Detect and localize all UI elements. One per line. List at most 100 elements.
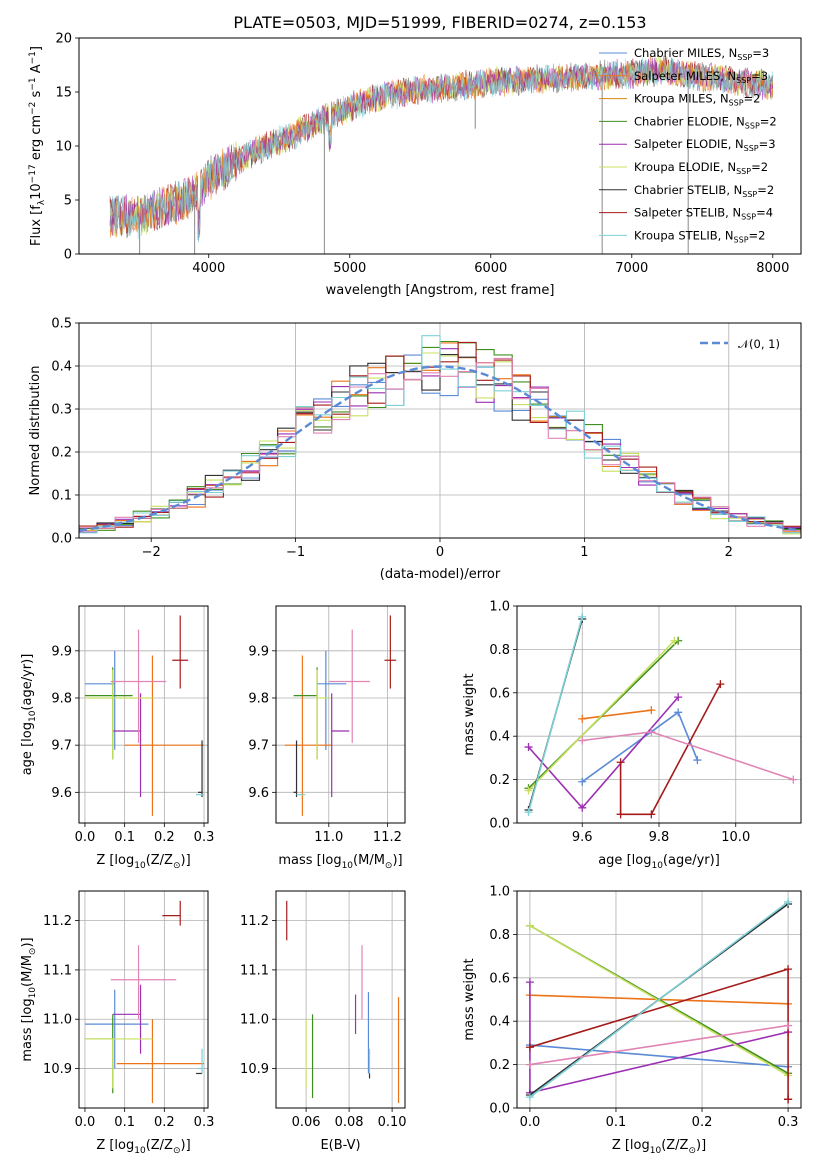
y-tick-label: 0.3 — [51, 403, 72, 418]
label-part: Z [log — [612, 1138, 650, 1153]
y-tick-label: 0.5 — [51, 317, 72, 332]
axes-frame — [516, 605, 802, 824]
legend-sub: SSP — [736, 76, 751, 85]
label-part: mass [log — [278, 853, 341, 868]
axes-frame — [78, 322, 802, 539]
label-part: 10 — [29, 183, 44, 200]
y-tick-label: 11.1 — [43, 963, 72, 978]
label-part: (M/M — [353, 853, 385, 868]
label-part: )] — [392, 853, 402, 868]
legend-sub: SSP — [745, 121, 760, 130]
weight-marker — [578, 803, 587, 812]
y-tick-label: 0.2 — [489, 1058, 510, 1073]
x-tick-label: 0.0 — [75, 830, 96, 845]
x-tick-label: 0.2 — [154, 1115, 175, 1130]
errorbar-point — [172, 615, 189, 689]
weight-line — [527, 616, 583, 813]
label-part: (age/yr)] — [663, 853, 720, 868]
legend-entry: Salpeter ELODIE, NSSP=3 — [634, 137, 776, 153]
errorbar-point — [116, 1019, 205, 1104]
weight-marker — [647, 810, 656, 819]
legend-sub: SSP — [742, 190, 757, 199]
weight-line — [581, 711, 699, 783]
errorbar-point — [110, 629, 167, 743]
errorbar-point — [284, 655, 332, 816]
weight-marker — [674, 693, 683, 702]
errorbar-point — [84, 1038, 153, 1089]
y-axis-label: mass weight — [462, 673, 477, 755]
errorbar-point — [112, 693, 142, 798]
errorbar-point — [328, 629, 370, 743]
axes-frame — [275, 890, 406, 1109]
legend-text: Kroupa ELODIE, N — [634, 160, 736, 174]
x-axis-label: Z [log10(Z/Z⊙)] — [96, 853, 190, 871]
legend-entry: Chabrier ELODIE, NSSP=2 — [634, 114, 777, 130]
errorbar-point — [84, 669, 153, 760]
y-tick-label: 9.7 — [248, 739, 269, 754]
x-tick-label: 0.3 — [194, 830, 215, 845]
weight-line — [527, 640, 675, 792]
errorbar-point — [317, 650, 347, 750]
x-tick-label: 6000 — [474, 261, 507, 276]
x-tick-label: 0.1 — [114, 1115, 135, 1130]
weight-marker — [647, 727, 656, 736]
x-axis-label: (data-model)/error — [380, 567, 501, 582]
x-axis-label: age [log10(age/yr)] — [598, 853, 720, 871]
y-tick-label: 0.6 — [489, 971, 510, 986]
label-part: 10 — [134, 861, 146, 871]
y-tick-label: 0.6 — [489, 686, 510, 701]
label-part: ⊙ — [688, 1146, 696, 1156]
label-part: ⊙ — [173, 861, 181, 871]
label-part: −2 — [28, 102, 38, 115]
errorbar-point — [110, 945, 177, 1020]
y-tick-label: 15 — [55, 86, 72, 101]
x-axis-label: wavelength [Angstrom, rest frame] — [326, 283, 555, 298]
label-part: (Z/Z — [661, 1138, 688, 1153]
y-tick-label: 0.1 — [51, 489, 72, 504]
legend-tail: =3 — [752, 46, 769, 60]
label-part: )] — [696, 1138, 706, 1153]
x-tick-label: 11.0 — [314, 830, 343, 845]
x-tick-label: −1 — [286, 545, 305, 560]
label-part: mass [log — [20, 998, 35, 1061]
weight-line — [529, 901, 789, 1098]
x-tick-label: 2 — [725, 545, 733, 560]
y-tick-label: 10.9 — [240, 1062, 269, 1077]
x-tick-label: 0.0 — [75, 1115, 96, 1130]
legend-tail: =2 — [760, 114, 777, 128]
legend-text: Chabrier MILES, N — [634, 46, 737, 60]
x-tick-label: 0.0 — [520, 1115, 541, 1130]
x-tick-label: 10.0 — [721, 830, 750, 845]
errorbar-point — [331, 693, 350, 798]
y-tick-label: 20 — [55, 32, 72, 47]
errorbar-point — [198, 1048, 203, 1074]
legend-tail: =3 — [759, 137, 776, 151]
legend-entry: Salpeter STELIB, NSSP=4 — [634, 206, 773, 222]
legend-sub: SSP — [737, 53, 752, 62]
y-tick-label: 10.9 — [43, 1062, 72, 1077]
weight-marker — [784, 897, 793, 906]
y-tick-label: 9.7 — [51, 739, 72, 754]
legend-text: Salpeter MILES, N — [634, 69, 736, 83]
weight-lines — [525, 897, 793, 1104]
legend-tail: =4 — [756, 206, 773, 220]
errorbars — [286, 900, 400, 1104]
weight-marker — [789, 775, 798, 784]
x-tick-label: 11.2 — [373, 830, 402, 845]
legend-entry: Salpeter MILES, NSSP=3 — [634, 69, 768, 85]
y-tick-label: 0.4 — [489, 730, 510, 745]
legend-tail: =2 — [744, 92, 761, 106]
y-tick-label: 9.8 — [51, 691, 72, 706]
x-tick-label: 0.10 — [378, 1115, 407, 1130]
histogram-step — [79, 357, 801, 536]
y-tick-label: 0.8 — [489, 928, 510, 943]
axes-frame — [516, 890, 802, 1109]
errorbar-point — [316, 669, 329, 760]
axes-frame — [78, 890, 209, 1109]
legend-sub: SSP — [729, 99, 744, 108]
label-part: Flux [f — [29, 205, 44, 246]
label-part: (age/yr)] — [20, 654, 35, 711]
label-part: ] — [29, 46, 44, 51]
weight-line — [529, 968, 789, 1100]
